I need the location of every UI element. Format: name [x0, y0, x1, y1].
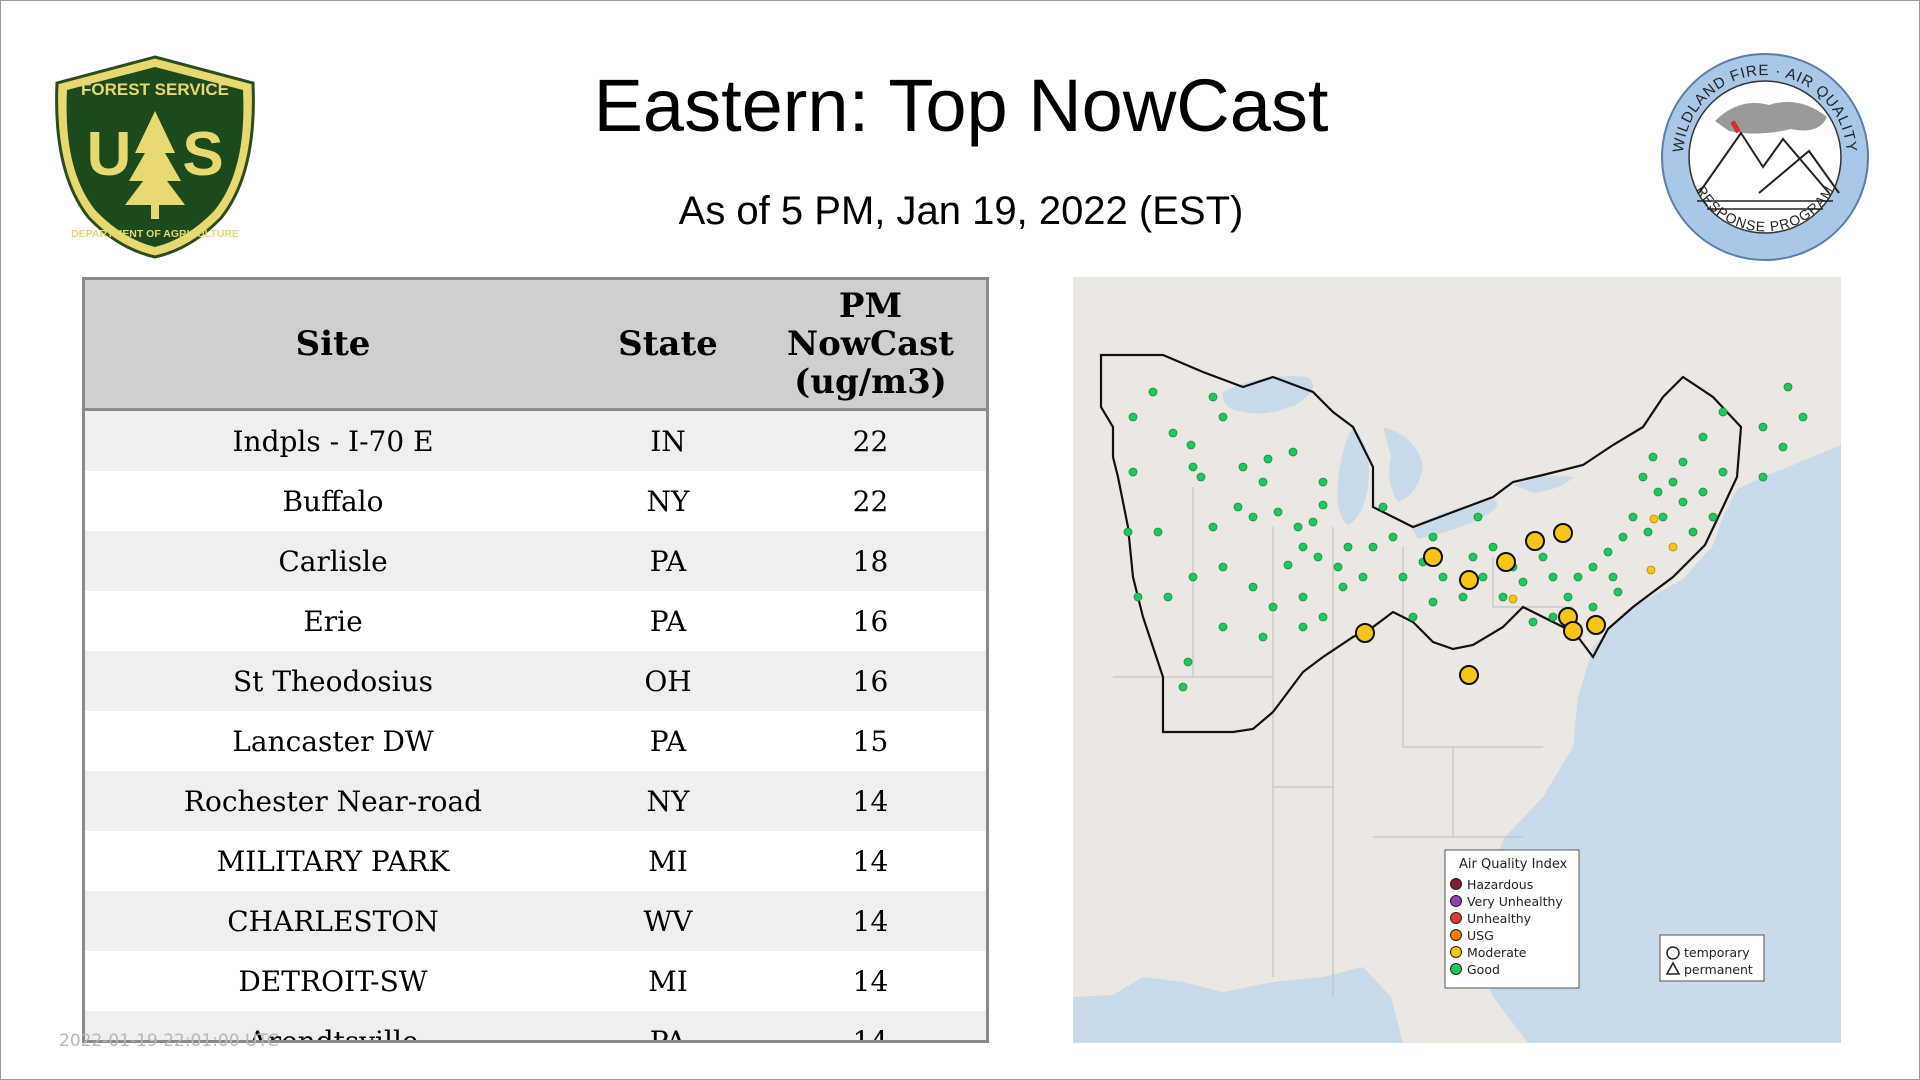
page-title: Eastern: Top NowCast	[593, 64, 1329, 147]
table-row: Indpls - I-70 E IN 22	[85, 409, 986, 471]
column-header-pm-nowcast: PM NowCast (ug/m3)	[755, 280, 986, 411]
site-cell: Erie	[85, 591, 581, 651]
permanent-triangle-icon	[1665, 961, 1681, 975]
svg-text:permanent: permanent	[1684, 962, 1753, 977]
pm-header-line: (ug/m3)	[794, 362, 947, 402]
nowcast-cell: 14	[755, 951, 986, 1011]
site-cell: Buffalo	[85, 471, 581, 531]
svg-text:Good: Good	[1467, 962, 1500, 977]
table-row: MILITARY PARK MI 14	[85, 831, 986, 891]
legend-swatch-unhealthy	[1450, 912, 1462, 924]
svg-text:S: S	[182, 120, 223, 189]
site-cell: DETROIT-SW	[85, 951, 581, 1011]
svg-text:Air Quality Index: Air Quality Index	[1459, 857, 1568, 872]
usda-forest-service-logo: FOREST SERVICE U S DEPARTMENT OF AGRICUL…	[55, 55, 255, 259]
aqi-map: Air Quality Index Hazardous Very Unhealt…	[1073, 277, 1841, 1043]
wildland-fire-air-quality-logo: WILDLAND FIRE · AIR QUALITY RESPONSE PRO…	[1661, 53, 1869, 261]
lake-huron	[1383, 427, 1423, 502]
table-row: Arendtsville PA 14	[85, 1011, 986, 1040]
site-cell: Indpls - I-70 E	[85, 409, 581, 471]
svg-text:temporary: temporary	[1684, 945, 1750, 960]
site-cell: Rochester Near-road	[85, 771, 581, 831]
nowcast-cell: 22	[755, 409, 986, 471]
map-land	[1073, 277, 1841, 1043]
state-cell: PA	[581, 1011, 755, 1040]
state-cell: MI	[581, 831, 755, 891]
nowcast-cell: 14	[755, 891, 986, 951]
table-row: Buffalo NY 22	[85, 471, 986, 531]
legend-swatch-good	[1450, 963, 1462, 975]
legend-swatch-usg	[1450, 929, 1462, 941]
moderate-temporary-markers	[1355, 523, 1606, 685]
table-row: CHARLESTON WV 14	[85, 891, 986, 951]
nowcast-cell: 16	[755, 651, 986, 711]
column-header-state: State	[581, 280, 755, 411]
table-row: Carlisle PA 18	[85, 531, 986, 591]
state-cell: NY	[581, 471, 755, 531]
svg-text:Very Unhealthy: Very Unhealthy	[1467, 894, 1563, 909]
table-row: DETROIT-SW MI 14	[85, 951, 986, 1011]
state-cell: PA	[581, 591, 755, 651]
legend-swatch-hazardous	[1450, 878, 1462, 890]
table-row: St Theodosius OH 16	[85, 651, 986, 711]
site-cell: MILITARY PARK	[85, 831, 581, 891]
site-cell: Arendtsville	[85, 1011, 581, 1040]
state-cell: MI	[581, 951, 755, 1011]
lake-erie	[1411, 499, 1498, 539]
nowcast-cell: 18	[755, 531, 986, 591]
state-cell: NY	[581, 771, 755, 831]
svg-text:FOREST SERVICE: FOREST SERVICE	[81, 80, 229, 99]
nowcast-cell: 15	[755, 711, 986, 771]
nowcast-cell: 14	[755, 1011, 986, 1040]
site-cell: St Theodosius	[85, 651, 581, 711]
site-cell: Carlisle	[85, 531, 581, 591]
nowcast-cell: 14	[755, 771, 986, 831]
state-cell: OH	[581, 651, 755, 711]
aqi-legend: Air Quality Index Hazardous Very Unhealt…	[1444, 849, 1580, 989]
table-row: Lancaster DW PA 15	[85, 711, 986, 771]
site-cell: Lancaster DW	[85, 711, 581, 771]
temporary-circle-icon	[1666, 946, 1680, 960]
nowcast-cell: 22	[755, 471, 986, 531]
svg-text:Moderate: Moderate	[1467, 945, 1527, 960]
pm-header-line: NowCast	[787, 324, 954, 364]
moderate-small-markers	[1508, 514, 1678, 604]
svg-text:Hazardous: Hazardous	[1467, 877, 1533, 892]
lake-ontario	[1513, 476, 1573, 493]
legend-swatch-very-unhealthy	[1450, 895, 1462, 907]
state-cell: PA	[581, 711, 755, 771]
svg-text:U: U	[87, 120, 132, 189]
site-cell: CHARLESTON	[85, 891, 581, 951]
site-type-legend: temporary permanent	[1659, 934, 1765, 982]
state-cell: PA	[581, 531, 755, 591]
table-row: Erie PA 16	[85, 591, 986, 651]
nowcast-cell: 16	[755, 591, 986, 651]
table-header-row: Site State PM NowCast (ug/m3)	[85, 280, 986, 411]
timestamp-watermark: 2022-01-19 22:01:00 UTC	[59, 1031, 279, 1051]
page-subtitle: As of 5 PM, Jan 19, 2022 (EST)	[678, 189, 1244, 233]
eastern-region-outline	[1099, 353, 1743, 734]
nowcast-cell: 14	[755, 831, 986, 891]
state-cell: WV	[581, 891, 755, 951]
column-header-site: Site	[85, 280, 581, 411]
table-row: Rochester Near-road NY 14	[85, 771, 986, 831]
legend-swatch-moderate	[1450, 946, 1462, 958]
state-boundaries	[1113, 487, 1573, 997]
svg-text:Unhealthy: Unhealthy	[1467, 911, 1532, 926]
svg-text:DEPARTMENT OF AGRICULTURE: DEPARTMENT OF AGRICULTURE	[71, 228, 239, 240]
pm-header-line: PM	[838, 286, 903, 326]
top-nowcast-table: Site State PM NowCast (ug/m3) Indpls - I…	[82, 277, 989, 1043]
lake-michigan	[1337, 427, 1369, 525]
svg-text:USG: USG	[1467, 928, 1494, 943]
state-cell: IN	[581, 409, 755, 471]
